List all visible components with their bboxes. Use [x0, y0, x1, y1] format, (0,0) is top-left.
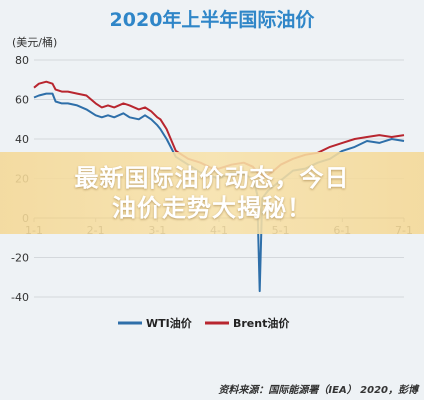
y-tick-label: 60: [15, 94, 29, 107]
y-tick-label: -20: [11, 252, 29, 265]
y-tick-label: 80: [15, 54, 29, 67]
headline-line-2: 油价走势大揭秘！: [112, 194, 312, 222]
chart-title: 2020年上半年国际油价: [110, 8, 316, 31]
legend-label: WTI油价: [146, 316, 193, 330]
headline-banner: 最新国际油价动态，今日 油价走势大揭秘！: [0, 152, 424, 234]
legend: WTI油价 Brent油价: [118, 316, 290, 330]
source-note: 资料来源：国际能源署（IEA） 2020，彭博: [218, 385, 418, 396]
y-tick-label: 40: [15, 133, 29, 146]
y-axis-label: (美元/桶): [12, 35, 57, 49]
legend-label: Brent油价: [233, 316, 290, 330]
headline-line-1: 最新国际油价动态，今日: [74, 164, 350, 192]
y-tick-label: -40: [11, 291, 29, 304]
